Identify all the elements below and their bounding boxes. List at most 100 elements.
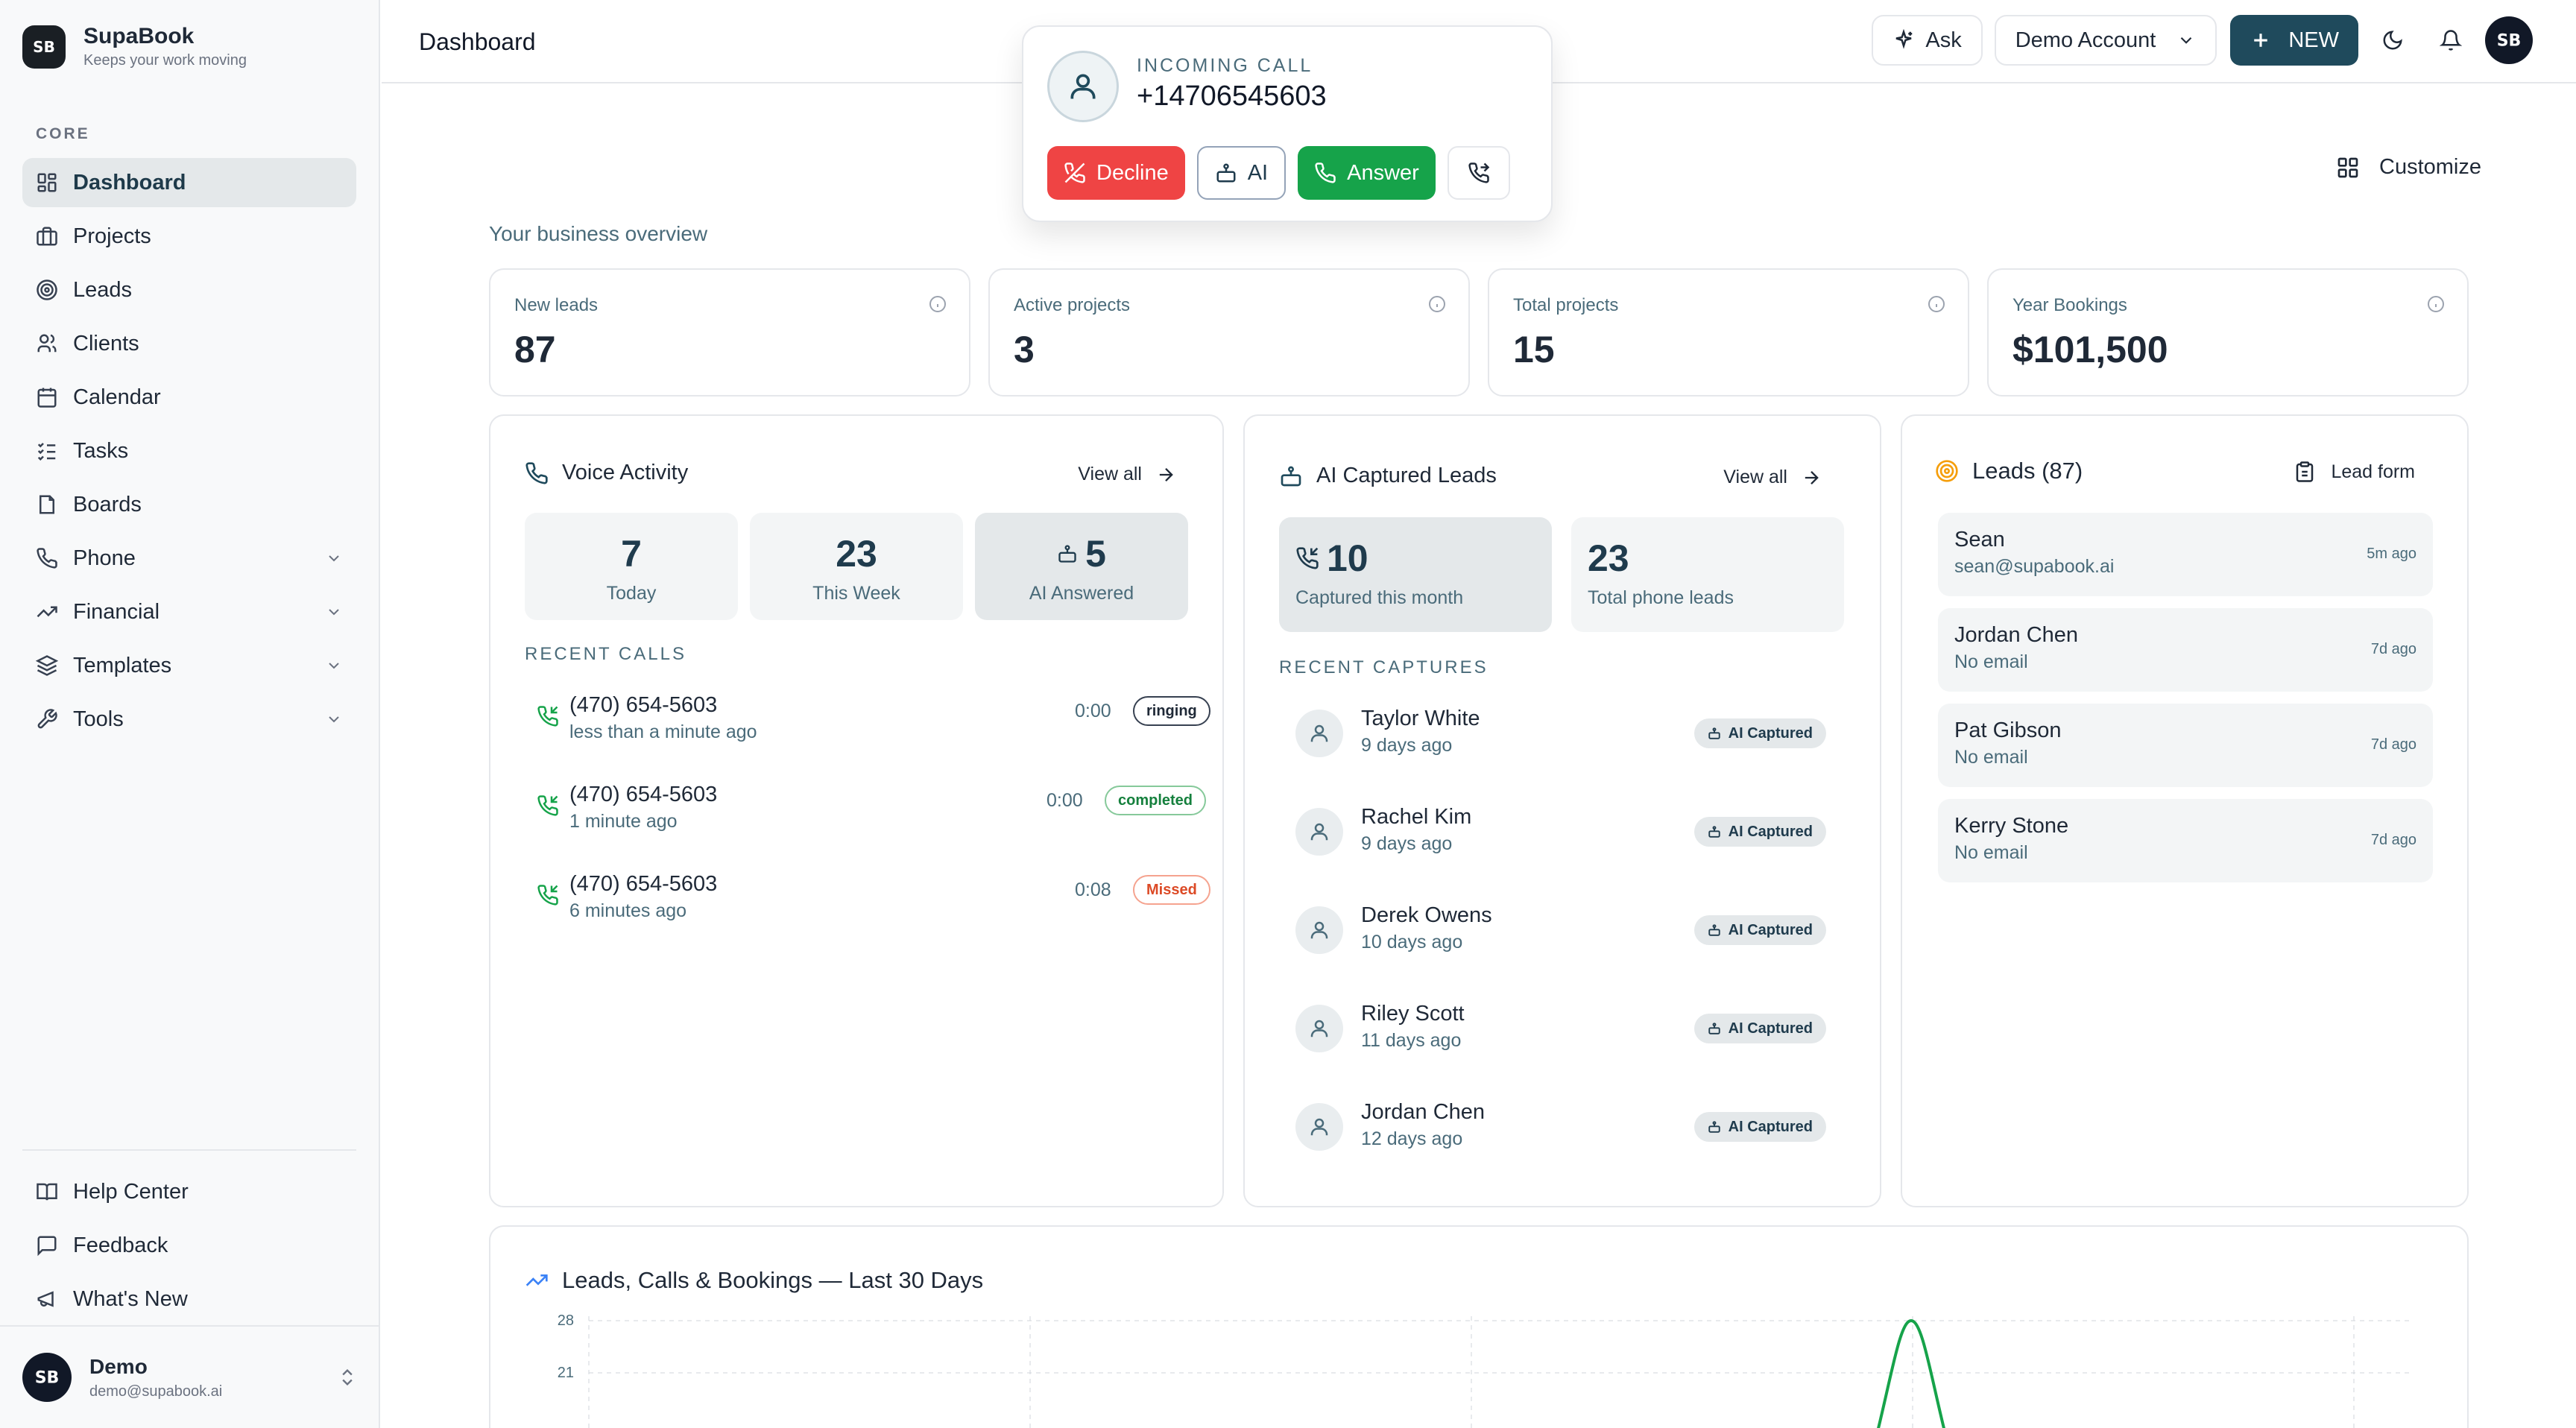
sidebar-item-tasks[interactable]: Tasks bbox=[22, 426, 356, 476]
capture-row[interactable]: Rachel Kim 9 days ago AI Captured bbox=[1279, 797, 1843, 872]
stat-label: Year Bookings bbox=[2012, 295, 2127, 315]
view-all-label: View all bbox=[1723, 467, 1787, 487]
customize-button[interactable]: Customize bbox=[2336, 155, 2481, 180]
chevron-down-icon bbox=[329, 716, 339, 723]
lead-email: No email bbox=[1954, 651, 2028, 672]
sidebar-item-label: What's New bbox=[73, 1286, 188, 1311]
book-icon bbox=[37, 1183, 57, 1201]
phone-off-icon bbox=[1064, 162, 1085, 183]
bot-icon bbox=[1216, 163, 1236, 183]
lead-form-label: Lead form bbox=[2331, 461, 2415, 482]
ai-answered-stat: 5 AI Answered bbox=[975, 513, 1188, 620]
sidebar-item-clients[interactable]: Clients bbox=[22, 319, 356, 368]
capture-row[interactable]: Riley Scott 11 days ago AI Captured bbox=[1279, 994, 1843, 1069]
status-badge: AI Captured bbox=[1693, 1112, 1826, 1142]
call-duration: 0:00 bbox=[1075, 701, 1111, 721]
theme-toggle[interactable] bbox=[2369, 16, 2416, 64]
ai-leads-view-all-link[interactable]: View all bbox=[1723, 467, 1822, 488]
call-row[interactable]: (470) 654-5603 1 minute ago 0:00 complet… bbox=[525, 777, 1207, 844]
stat-label: Total projects bbox=[1513, 295, 1619, 315]
activity-chart-panel: Leads, Calls & Bookings — Last 30 Days 2… bbox=[489, 1225, 2469, 1428]
caller-number: +14706545603 bbox=[1137, 80, 1327, 112]
sidebar-item-label: Phone bbox=[73, 546, 136, 570]
info-icon[interactable] bbox=[2427, 295, 2445, 313]
status-badge: AI Captured bbox=[1693, 915, 1826, 945]
incoming-call-popup: INCOMING CALL +14706545603 Decline AI An… bbox=[1022, 25, 1553, 222]
sidebar-item-phone[interactable]: Phone bbox=[22, 534, 356, 583]
call-time: 1 minute ago bbox=[569, 811, 678, 832]
ai-answer-button[interactable]: AI bbox=[1196, 146, 1287, 200]
brand[interactable]: SB SupaBook Keeps your work moving bbox=[22, 24, 247, 69]
capture-row[interactable]: Taylor White 9 days ago AI Captured bbox=[1279, 699, 1843, 774]
forward-call-button[interactable] bbox=[1447, 146, 1510, 200]
avatar[interactable]: SB bbox=[2485, 16, 2533, 64]
bot-icon bbox=[1058, 545, 1076, 563]
sidebar-item-help-center[interactable]: Help Center bbox=[22, 1167, 356, 1216]
capture-name: Riley Scott bbox=[1361, 1002, 1465, 1026]
sidebar-item-dashboard[interactable]: Dashboard bbox=[22, 158, 356, 207]
notifications-button[interactable] bbox=[2427, 16, 2475, 64]
voice-view-all-link[interactable]: View all bbox=[1078, 464, 1176, 485]
chevron-down-icon bbox=[329, 663, 339, 669]
info-icon[interactable] bbox=[1428, 295, 1446, 313]
incoming-call-label: INCOMING CALL bbox=[1137, 55, 1313, 76]
ask-button[interactable]: Ask bbox=[1872, 15, 1983, 66]
sidebar-item-whats-new[interactable]: What's New bbox=[22, 1274, 356, 1324]
sidebar-item-label: Financial bbox=[73, 599, 160, 624]
target-icon bbox=[37, 279, 57, 300]
capture-name: Taylor White bbox=[1361, 707, 1480, 730]
answer-call-button[interactable]: Answer bbox=[1298, 146, 1436, 200]
sidebar-item-label: Boards bbox=[73, 492, 142, 516]
sidebar-item-financial[interactable]: Financial bbox=[22, 587, 356, 636]
nav-section-label: CORE bbox=[36, 125, 90, 142]
sidebar-item-templates[interactable]: Templates bbox=[22, 641, 356, 690]
call-number: (470) 654-5603 bbox=[569, 693, 718, 717]
bot-icon bbox=[1708, 826, 1720, 838]
list-item[interactable]: Pat Gibson No email 7d ago bbox=[1938, 704, 2433, 787]
call-row[interactable]: (470) 654-5603 6 minutes ago 0:08 Missed bbox=[525, 866, 1210, 933]
sidebar-item-calendar[interactable]: Calendar bbox=[22, 373, 356, 422]
list-item[interactable]: Sean sean@supabook.ai 5m ago bbox=[1938, 513, 2433, 596]
phone-incoming-icon bbox=[1296, 547, 1319, 569]
new-button[interactable]: NEW bbox=[2230, 15, 2358, 66]
recent-captures-label: RECENT CAPTURES bbox=[1279, 657, 1489, 677]
stat-card-active-projects[interactable]: Active projects 3 bbox=[988, 268, 1470, 397]
target-icon bbox=[1936, 460, 1958, 482]
stat-card-new-leads[interactable]: New leads 87 bbox=[489, 268, 970, 397]
sidebar-item-label: Tasks bbox=[73, 438, 129, 463]
info-icon[interactable] bbox=[929, 295, 947, 313]
grid-icon bbox=[37, 173, 57, 192]
capture-row[interactable]: Derek Owens 10 days ago AI Captured bbox=[1279, 896, 1843, 970]
calls-today-stat: 7 Today bbox=[525, 513, 738, 620]
sidebar-item-boards[interactable]: Boards bbox=[22, 480, 356, 529]
status-badge: AI Captured bbox=[1693, 718, 1826, 748]
brand-tagline: Keeps your work moving bbox=[83, 52, 247, 69]
capture-name: Rachel Kim bbox=[1361, 805, 1472, 829]
y-tick-label: 28 bbox=[558, 1312, 574, 1329]
sidebar-item-projects[interactable]: Projects bbox=[22, 212, 356, 261]
account-select[interactable]: Demo Account bbox=[1994, 15, 2217, 66]
call-row[interactable]: (470) 654-5603 less than a minute ago 0:… bbox=[525, 687, 1210, 754]
stat-card-year-bookings[interactable]: Year Bookings $101,500 bbox=[1987, 268, 2469, 397]
view-all-label: View all bbox=[1078, 464, 1142, 484]
stat-value: 87 bbox=[514, 329, 556, 370]
decline-call-button[interactable]: Decline bbox=[1047, 146, 1185, 200]
list-item[interactable]: Kerry Stone No email 7d ago bbox=[1938, 799, 2433, 882]
user-menu[interactable]: SB Demo demo@supabook.ai bbox=[0, 1325, 380, 1428]
phone-icon bbox=[37, 548, 57, 569]
sidebar-item-tools[interactable]: Tools bbox=[22, 695, 356, 744]
series-line-0 bbox=[1877, 1318, 1945, 1428]
capture-row[interactable]: Jordan Chen 12 days ago AI Captured bbox=[1279, 1093, 1843, 1167]
mini-stat-value: 23 bbox=[836, 533, 877, 575]
list-item[interactable]: Jordan Chen No email 7d ago bbox=[1938, 608, 2433, 692]
clipboard-icon bbox=[2296, 461, 2314, 482]
user-icon bbox=[1310, 823, 1328, 841]
bot-icon bbox=[1708, 1023, 1720, 1034]
panel-title: Leads (87) bbox=[1972, 458, 2083, 484]
sidebar-item-feedback[interactable]: Feedback bbox=[22, 1221, 356, 1270]
info-icon[interactable] bbox=[1928, 295, 1945, 313]
sidebar-item-leads[interactable]: Leads bbox=[22, 265, 356, 315]
status-badge: AI Captured bbox=[1693, 1014, 1826, 1043]
stat-card-total-projects[interactable]: Total projects 15 bbox=[1488, 268, 1969, 397]
lead-form-button[interactable]: Lead form bbox=[2294, 461, 2415, 483]
